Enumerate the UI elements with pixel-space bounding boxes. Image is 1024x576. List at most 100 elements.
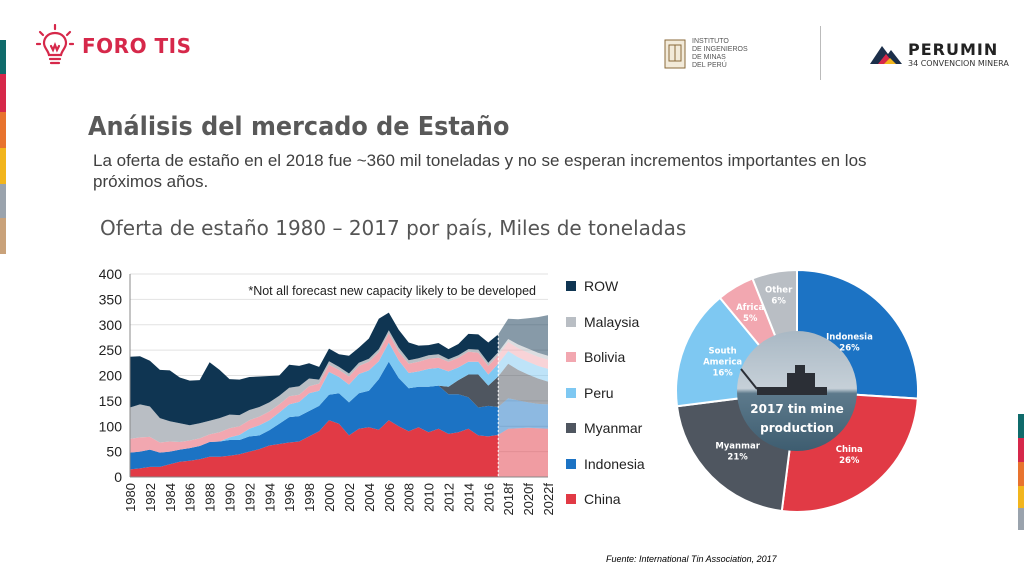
- side-stripe: [0, 74, 6, 112]
- y-tick-label: 400: [99, 266, 123, 282]
- page-title: Análisis del mercado de Estaño: [88, 112, 510, 142]
- dredge-boom: [740, 368, 758, 390]
- side-stripe: [0, 148, 6, 184]
- x-tick-label: 1992: [242, 483, 257, 512]
- event-subtitle: 34 CONVENCION MINERA: [908, 59, 1009, 68]
- legend-item: China: [566, 491, 621, 507]
- x-tick-label: 1996: [282, 483, 297, 512]
- side-stripe: [1018, 486, 1024, 508]
- side-stripe: [1018, 508, 1024, 530]
- pie-slice-pct: 26%: [839, 456, 860, 466]
- legend-swatch: [566, 494, 576, 504]
- pie-slice-pct: 21%: [727, 452, 748, 462]
- y-tick-label: 50: [106, 444, 122, 460]
- page-subtitle: La oferta de estaño en el 2018 fue ~360 …: [93, 151, 867, 191]
- dredge-hull: [757, 387, 827, 395]
- legend-label: Myanmar: [584, 420, 643, 436]
- x-tick-label: 1980: [123, 483, 138, 512]
- x-tick-label: 2002: [342, 483, 357, 512]
- pie-slice-label: America: [703, 358, 742, 368]
- legend-swatch: [566, 423, 576, 433]
- pie-slice-label: South: [709, 347, 737, 357]
- area-row: [130, 312, 499, 426]
- x-tick-label: 2014: [461, 483, 476, 512]
- pie-slice-pct: 16%: [712, 369, 733, 379]
- x-tick-label: 1994: [262, 483, 277, 512]
- y-tick-label: 350: [99, 291, 123, 307]
- x-tick-label: 2016: [481, 483, 496, 512]
- legend-label: Peru: [584, 384, 614, 401]
- pie-slice-label: China: [836, 445, 863, 455]
- dredge-tower: [795, 365, 805, 373]
- pie-slice-label: Myanmar: [715, 441, 760, 451]
- event-name: PERUMIN: [908, 40, 999, 59]
- area-peru: [130, 342, 499, 453]
- y-tick-label: 250: [99, 342, 123, 358]
- pie-slice-label: Indonesia: [826, 333, 873, 343]
- x-tick-label: 1986: [183, 483, 198, 512]
- x-tick-label: 2012: [441, 483, 456, 512]
- legend-item: ROW: [566, 278, 618, 294]
- side-stripe: [1018, 414, 1024, 438]
- x-tick-label: 2022f: [541, 483, 556, 516]
- legend-label: Indonesia: [584, 455, 645, 472]
- brand-name: FORO TIS: [82, 34, 192, 58]
- side-stripe: [0, 112, 6, 148]
- y-tick-label: 100: [99, 418, 123, 434]
- y-tick-label: 0: [114, 469, 122, 485]
- x-tick-label: 2018f: [501, 483, 516, 516]
- chart-heading: Oferta de estaño 1980 – 2017 por país, M…: [100, 216, 687, 240]
- pie-slice-pct: 6%: [771, 297, 786, 307]
- lightbulb-icon: [36, 24, 74, 65]
- y-tick-label: 200: [99, 368, 123, 384]
- legend-swatch: [566, 352, 576, 362]
- legend-swatch: [566, 316, 576, 327]
- x-tick-label: 2000: [322, 483, 337, 512]
- area-forecast-myanmar: [498, 363, 548, 407]
- x-tick-label: 2008: [402, 483, 417, 512]
- legend-label: ROW: [584, 278, 619, 294]
- dredge-silhouette: [740, 365, 827, 395]
- side-stripe: [0, 184, 6, 218]
- area-forecast-row: [498, 315, 548, 356]
- x-tick-label: 2006: [382, 483, 397, 512]
- x-tick-label: 1990: [223, 483, 238, 512]
- side-stripe: [0, 40, 6, 74]
- side-stripe: [1018, 438, 1024, 462]
- source-note: Fuente: International Tin Association, 2…: [606, 554, 777, 564]
- side-stripe: [0, 218, 6, 254]
- x-tick-label: 1982: [143, 483, 158, 512]
- legend-label: Malaysia: [584, 313, 640, 330]
- event-logo: PERUMIN 34 CONVENCION MINERA: [868, 40, 1009, 73]
- header-divider: [820, 26, 821, 80]
- x-tick-label: 1984: [163, 483, 178, 512]
- institute-seal-icon: [664, 39, 686, 69]
- pie-slice-pct: 5%: [743, 314, 758, 324]
- legend-item: Bolivia: [566, 349, 625, 365]
- x-tick-label: 2010: [422, 483, 437, 512]
- legend-item: Myanmar: [566, 420, 642, 436]
- area-china: [130, 420, 499, 477]
- area-bolivia: [130, 333, 499, 453]
- brand-logo: FORO TIS: [36, 24, 192, 68]
- legend-item: Malaysia: [566, 314, 639, 330]
- pie-slice-label: Africa: [736, 303, 764, 313]
- area-forecast-indonesia: [498, 398, 548, 435]
- pie-center-label: 2017 tin mine: [750, 402, 843, 416]
- x-tick-label: 2004: [362, 483, 377, 512]
- legend-swatch: [566, 387, 576, 398]
- area-malaysia: [130, 330, 499, 443]
- legend-swatch: [566, 281, 576, 291]
- x-tick-label: 2020f: [521, 483, 536, 516]
- mountain-icon: [870, 46, 902, 64]
- side-stripe: [1018, 462, 1024, 486]
- chart-annotation: *Not all forecast new capacity likely to…: [248, 284, 536, 298]
- institute-name: INSTITUTO DE INGENIEROS DE MINAS DEL PER…: [692, 38, 748, 69]
- y-tick-label: 150: [99, 393, 123, 409]
- legend-item: Peru: [566, 385, 614, 401]
- area-indonesia: [130, 361, 499, 470]
- area-forecast-peru: [498, 351, 548, 382]
- x-tick-label: 1998: [302, 483, 317, 512]
- pie-slice-pct: 26%: [839, 344, 860, 354]
